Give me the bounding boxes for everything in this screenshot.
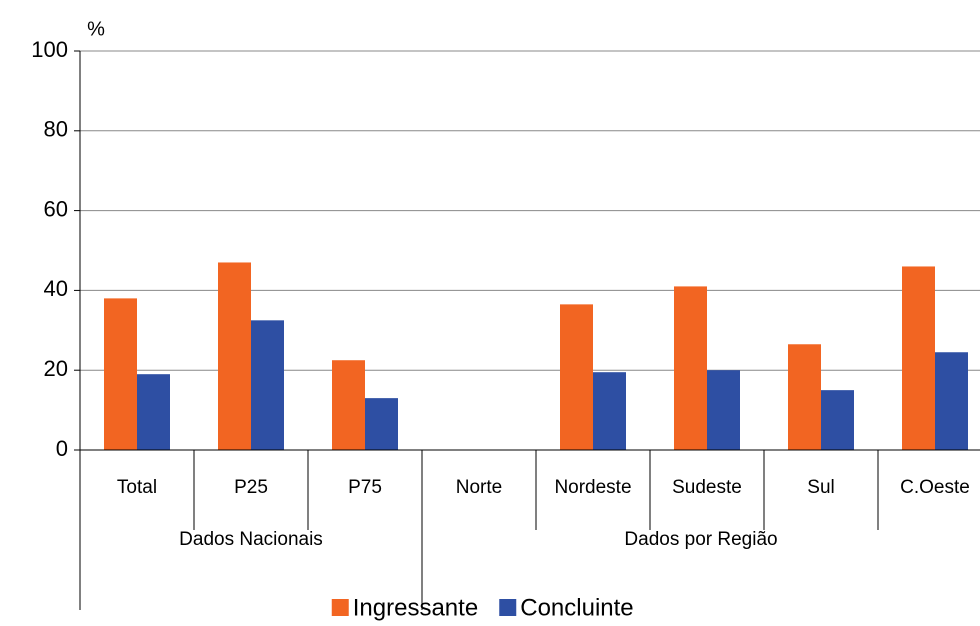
x-tick-label: Norte bbox=[456, 477, 502, 498]
bar bbox=[137, 374, 170, 450]
bar bbox=[560, 304, 593, 450]
y-axis-label: % bbox=[87, 18, 105, 40]
x-tick-label: C.Oeste bbox=[900, 477, 970, 498]
legend-label: Concluinte bbox=[520, 594, 633, 621]
bar bbox=[902, 266, 935, 450]
bar bbox=[935, 352, 968, 450]
bar bbox=[332, 360, 365, 450]
bar bbox=[707, 370, 740, 450]
bar bbox=[674, 286, 707, 450]
x-tick-label: P75 bbox=[348, 477, 382, 498]
y-tick-label: 100 bbox=[31, 37, 68, 62]
legend-swatch bbox=[499, 599, 517, 616]
y-tick-label: 60 bbox=[44, 196, 68, 221]
x-tick-label: Total bbox=[117, 477, 157, 498]
x-tick-label: Nordeste bbox=[554, 477, 631, 498]
y-tick-label: 40 bbox=[44, 276, 68, 301]
group-label: Dados por Região bbox=[624, 529, 777, 550]
y-tick-label: 0 bbox=[56, 436, 68, 461]
group-label: Dados Nacionais bbox=[179, 529, 323, 550]
x-tick-label: Sul bbox=[807, 477, 834, 498]
bar bbox=[218, 262, 251, 450]
legend-swatch bbox=[331, 599, 349, 616]
legend-label: Ingressante bbox=[353, 594, 478, 621]
bar bbox=[593, 372, 626, 450]
bar bbox=[365, 398, 398, 450]
bar bbox=[788, 344, 821, 450]
y-tick-label: 20 bbox=[44, 356, 68, 381]
x-tick-label: Sudeste bbox=[672, 477, 742, 498]
bar bbox=[821, 390, 854, 450]
y-tick-label: 80 bbox=[44, 117, 68, 142]
x-tick-label: P25 bbox=[234, 477, 268, 498]
bar bbox=[104, 298, 137, 450]
bar bbox=[251, 320, 284, 450]
